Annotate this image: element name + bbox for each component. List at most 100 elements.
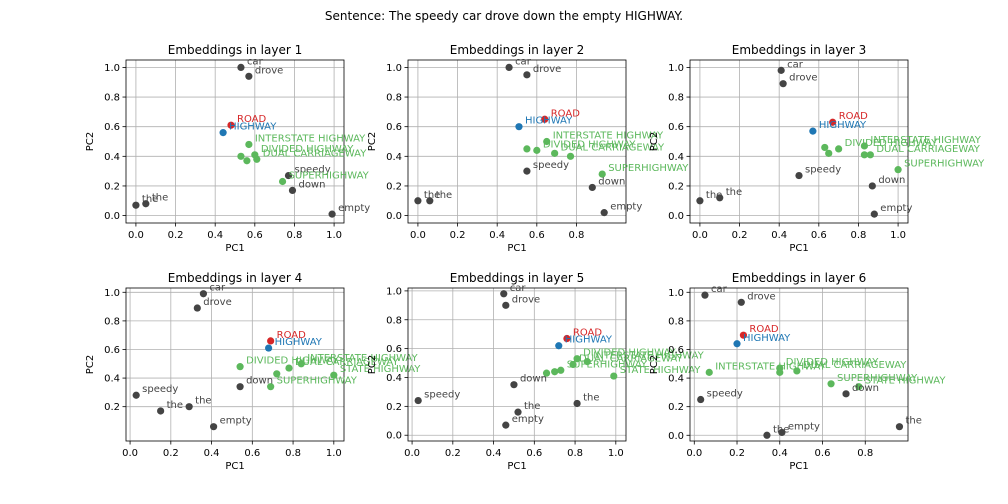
point-divided-highway [236, 363, 244, 371]
subplot-layer-2: 0.0 0.2 0.4 0.6 0.8 0.0 0.2 0.4 0.6 0.8 1.0 Embeddi… [367, 43, 689, 254]
point-label: STATE HIGHWAY [620, 365, 701, 376]
subplot-layer-5: 0.0 0.2 0.4 0.6 0.8 1.0 0.0 0.2 0.4 0.6 0.8 1.0 Embe… [367, 271, 705, 472]
axes-frame [125, 287, 345, 442]
y-axis-label: PC2 [367, 355, 378, 374]
point-unlabeled [860, 151, 869, 159]
point-label: speedy [707, 389, 743, 400]
x-tick-label: 0.2 [168, 230, 184, 241]
point-label: HIGHWAY [525, 116, 573, 127]
point-interstate-highway [705, 368, 713, 376]
point-drove [193, 304, 201, 312]
point-label: SUPERHIGHWAY [904, 159, 985, 170]
point-down [288, 186, 297, 194]
point-road [829, 118, 837, 126]
y-axis-label: PC2 [85, 355, 96, 374]
point-label: empty [788, 421, 820, 432]
point-unlabeled [523, 145, 531, 153]
point-label: speedy [533, 160, 569, 171]
x-tick-label: 0.4 [489, 230, 505, 241]
subplot-title: Embeddings in layer 3 [732, 43, 866, 57]
axes-frame [689, 59, 909, 224]
y-tick-label: 0.6 [668, 345, 684, 356]
point-interstate-highway [583, 358, 591, 366]
point-road [227, 121, 235, 129]
point-down [236, 383, 244, 391]
point-road [739, 331, 748, 339]
y-tick-label: 0.8 [386, 315, 402, 326]
point-label: empty [220, 416, 252, 427]
point-superhighway [894, 166, 902, 174]
point-down [868, 182, 876, 190]
subplot-layer-4: 0.0 0.2 0.4 0.6 0.8 1.0 0.2 0.4 0.6 0.8 1.0 Embeddi… [85, 271, 421, 472]
point-empty [502, 421, 510, 429]
point-speedy [284, 171, 293, 180]
point-label: ROAD [839, 111, 868, 122]
subplot-title: Embeddings in layer 2 [450, 43, 584, 57]
y-tick-label: 0.4 [668, 152, 684, 163]
point-label: ROAD [573, 328, 602, 339]
point-drove [245, 72, 253, 80]
point-label: car [247, 56, 264, 67]
subplot-title: Embeddings in layer 5 [450, 271, 584, 285]
point-label: drove [789, 73, 817, 84]
x-tick-label: 1.0 [326, 230, 342, 241]
point-road [267, 337, 275, 345]
point-interstate-highway [245, 140, 253, 149]
point-label: empty [512, 414, 544, 425]
point-divided-highway [573, 355, 581, 363]
y-tick-label: 1.0 [386, 286, 402, 297]
point-label: HIGHWAY [565, 335, 613, 346]
y-tick-label: 1.0 [386, 63, 402, 74]
point-label: INTERSTATE HIGHWAY [255, 133, 366, 144]
point-state-highway [610, 372, 618, 380]
point-label: drove [533, 64, 561, 75]
y-tick-label: 0.6 [386, 122, 402, 133]
x-tick-label: 0.6 [811, 230, 827, 241]
point-the [414, 197, 422, 205]
point-interstate-highway [543, 137, 551, 146]
point-label: INTERSTATE HIGHWAY [870, 135, 981, 146]
y-tick-label: 0.2 [104, 181, 120, 192]
y-tick-label: 1.0 [104, 288, 120, 299]
point-label: the [706, 190, 722, 201]
x-axis-label: PC1 [789, 243, 808, 254]
point-label: the [436, 190, 452, 201]
point-speedy [795, 171, 803, 180]
subplot-layer-3: 0.0 0.2 0.4 0.6 0.8 1.0 0.0 0.2 0.4 0.6 0.8 1.0 Embe… [649, 43, 985, 254]
y-axis-label: PC2 [367, 132, 378, 151]
point-label: speedy [142, 384, 178, 395]
point-label: empty [880, 203, 912, 214]
point-label: drove [512, 294, 540, 305]
x-axis-label: PC1 [507, 243, 526, 254]
subplot-layer-6: 0.0 0.2 0.4 0.6 0.8 0.0 0.2 0.4 0.6 0.8 1.0 Embeddi… [649, 271, 946, 472]
y-tick-label: 0.8 [104, 316, 120, 327]
y-tick-label: 0.2 [668, 402, 684, 413]
point-label: the [195, 396, 211, 407]
point-label: the [726, 187, 742, 198]
point-label: HIGHWAY [819, 120, 867, 131]
x-tick-label: 0.0 [128, 230, 144, 241]
point-label: drove [203, 297, 231, 308]
y-axis-label: PC2 [649, 355, 660, 374]
y-tick-label: 0.0 [386, 431, 402, 442]
point-label: ROAD [277, 330, 306, 341]
point-label: empty [338, 203, 370, 214]
point-divided-highway [533, 146, 541, 154]
point-down [588, 183, 596, 192]
point-label: down [598, 176, 625, 187]
x-tick-label: 0.0 [122, 448, 138, 459]
subplot-grid: 0.0 0.2 0.4 0.6 0.8 1.0 0.0 0.2 0.4 0.6 0.8 1.0 Embe… [85, 43, 985, 472]
point-unlabeled [237, 152, 245, 160]
x-tick-label: 0.0 [410, 230, 426, 241]
point-car [701, 291, 709, 299]
point-label: SUPERHIGHWAY [608, 163, 689, 174]
y-tick-label: 0.8 [668, 93, 684, 104]
subplot-title: Embeddings in layer 6 [732, 271, 866, 285]
point-label: ROAD [749, 324, 778, 335]
point-label: the [773, 424, 789, 435]
figure-suptitle: Sentence: The speedy car drove down the … [325, 9, 683, 23]
point-label: drove [255, 65, 283, 76]
y-tick-label: 0.6 [104, 122, 120, 133]
x-tick-label: 0.2 [163, 448, 179, 459]
